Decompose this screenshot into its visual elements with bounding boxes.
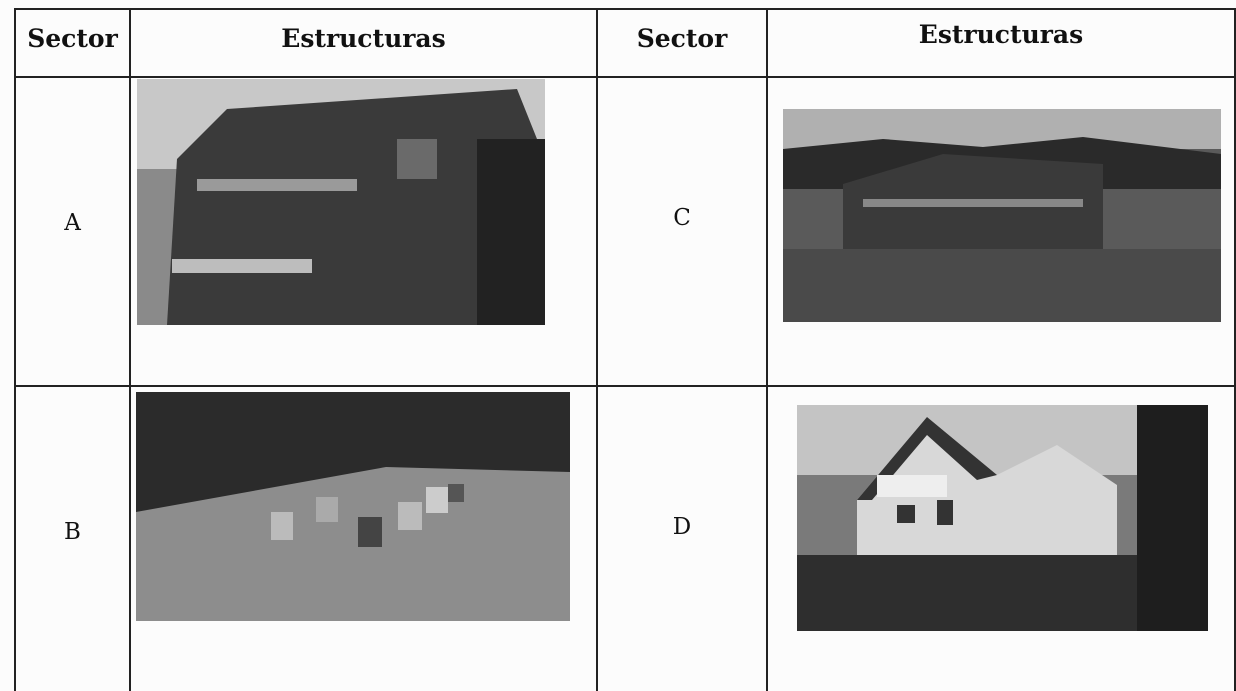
- table-border: [1234, 8, 1236, 691]
- table-border: [596, 8, 598, 691]
- photo: [783, 109, 1221, 322]
- table-border: [14, 8, 16, 691]
- photo: [136, 392, 570, 621]
- table-border: [15, 385, 1236, 387]
- header-cell: Sector: [636, 23, 728, 53]
- table-border: [15, 8, 1236, 10]
- header-cell: Estructuras: [918, 19, 1084, 49]
- sector-label: A: [64, 210, 81, 236]
- table-border: [766, 8, 768, 691]
- photo: [137, 79, 545, 325]
- table-border: [15, 76, 1236, 78]
- header-cell: Estructuras: [281, 23, 446, 53]
- header-cell: Sector: [27, 23, 118, 53]
- sector-label: C: [673, 205, 691, 231]
- sector-label: B: [64, 519, 81, 545]
- table-border: [129, 8, 131, 691]
- photo: [797, 405, 1208, 631]
- sector-label: D: [672, 514, 692, 540]
